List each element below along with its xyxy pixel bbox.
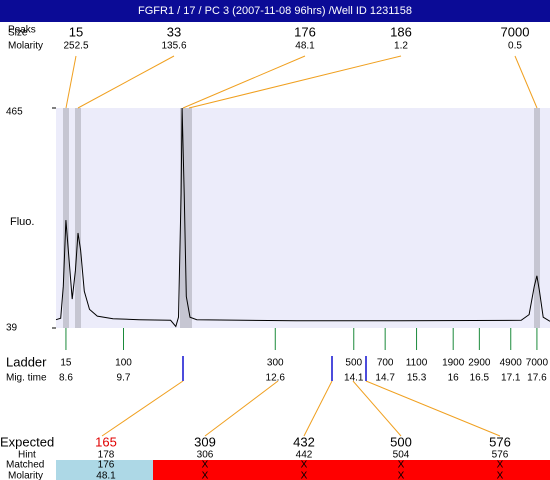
ladder-mig-time: 16 — [448, 373, 460, 384]
ladder-mig-time: 14.7 — [375, 373, 395, 384]
title-bar — [0, 0, 550, 22]
row-label: Peaks — [8, 25, 36, 36]
plot-area — [56, 108, 550, 328]
connector — [101, 380, 184, 437]
matched: X — [301, 460, 308, 471]
trace — [55, 107, 550, 328]
peak-molarity: 0.5 — [508, 41, 522, 52]
row-label: Molarity — [8, 471, 43, 480]
ladder-mig-time: 14.1 — [344, 373, 364, 384]
row-label: Expected — [0, 434, 54, 449]
connector — [365, 380, 501, 437]
connectors — [65, 55, 538, 437]
peak-size: 186 — [390, 24, 412, 39]
ladder-size: 100 — [115, 358, 132, 369]
matched-cell — [56, 460, 153, 480]
hint: 178 — [98, 450, 115, 461]
peak-size: 7000 — [501, 24, 530, 39]
ladder-size: 15 — [60, 358, 72, 369]
row-label: Matched — [6, 460, 44, 471]
ladder-mig-time: 16.5 — [470, 373, 490, 384]
peak-molarity: 135.6 — [161, 41, 186, 52]
hint: 442 — [296, 450, 313, 461]
unmatched-cells — [153, 460, 550, 480]
y-axis-label: Fluo. — [10, 216, 34, 228]
band — [534, 108, 540, 328]
connector — [204, 380, 279, 437]
peak-bands — [63, 108, 540, 328]
ladder-mig-time: 17.1 — [501, 373, 521, 384]
connector — [514, 55, 538, 109]
row-label: Mig. time — [6, 373, 47, 384]
connector — [188, 55, 402, 109]
ladder-mig-time: 17.6 — [527, 373, 547, 384]
expected-size: 500 — [390, 434, 412, 449]
expected-size: 309 — [194, 434, 216, 449]
molarity: 48.1 — [96, 471, 116, 480]
matched: X — [202, 460, 209, 471]
peak-size: 15 — [69, 24, 83, 39]
expected-size: 576 — [489, 434, 511, 449]
row-label: Hint — [18, 450, 36, 461]
ladder-size: 2900 — [468, 358, 491, 369]
molarity: X — [398, 471, 405, 480]
y-tick-label: 39 — [6, 323, 18, 334]
ladder-size: 1900 — [442, 358, 465, 369]
expected-size: 165 — [95, 434, 117, 449]
ladder-size: 500 — [345, 358, 362, 369]
hint: 306 — [197, 450, 214, 461]
band — [75, 108, 81, 328]
matched: 176 — [98, 460, 115, 471]
ladder-size: 300 — [267, 358, 284, 369]
row-label: Ladder — [6, 354, 47, 369]
row-label: Molarity — [8, 41, 43, 52]
ladder-size: 4900 — [500, 358, 523, 369]
ladder-mig-time: 12.6 — [266, 373, 286, 384]
ladder-mig-time: 9.7 — [117, 373, 131, 384]
molarity: X — [301, 471, 308, 480]
peak-size: 33 — [167, 24, 181, 39]
ladder-size: 700 — [377, 358, 394, 369]
peak-molarity: 252.5 — [63, 41, 88, 52]
band — [63, 108, 69, 328]
ladder-size: 1100 — [406, 358, 428, 369]
expected-markers — [182, 356, 367, 381]
connector — [352, 380, 402, 437]
molarity: X — [202, 471, 209, 480]
connector — [182, 55, 306, 109]
row-label: Size — [8, 28, 28, 39]
connector — [303, 380, 333, 437]
hint: 504 — [393, 450, 410, 461]
y-tick-label: 465 — [6, 107, 23, 118]
connector — [65, 55, 77, 109]
matched: X — [497, 460, 504, 471]
ladder-size: 7000 — [526, 358, 549, 369]
connector — [77, 55, 175, 109]
peak-molarity: 1.2 — [394, 41, 408, 52]
hint: 576 — [492, 450, 509, 461]
expected-size: 432 — [293, 434, 315, 449]
title: FGFR1 / 17 / PC 3 (2007-11-08 96hrs) /We… — [138, 5, 412, 17]
molarity: X — [497, 471, 504, 480]
matched: X — [398, 460, 405, 471]
peak-size: 176 — [294, 24, 316, 39]
band — [180, 108, 186, 328]
ladder-mig-time: 8.6 — [59, 373, 73, 384]
ladder-mig-time: 15.3 — [407, 373, 427, 384]
peak-molarity: 48.1 — [295, 41, 315, 52]
band — [186, 108, 192, 328]
